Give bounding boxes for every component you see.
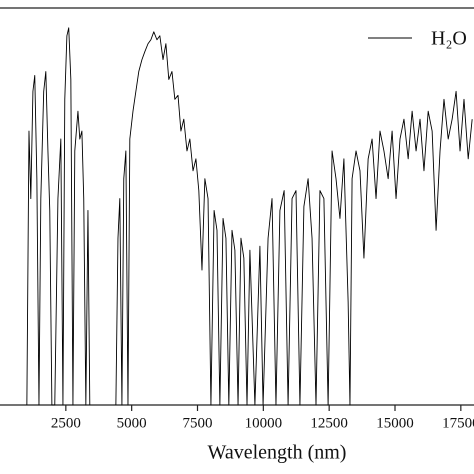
x-tick-label: 12500 — [310, 415, 348, 431]
x-tick-label: 7500 — [183, 415, 213, 431]
x-tick-label: 15000 — [376, 415, 414, 431]
x-tick-label: 10000 — [245, 415, 283, 431]
x-axis-label: Wavelength (nm) — [208, 442, 347, 464]
legend-text: H₂O — [431, 28, 467, 50]
x-tick-label: 17500 — [442, 415, 474, 431]
x-tick-label: 2500 — [51, 415, 81, 431]
spectrum-line — [26, 27, 473, 406]
x-tick-label: 5000 — [117, 415, 147, 431]
